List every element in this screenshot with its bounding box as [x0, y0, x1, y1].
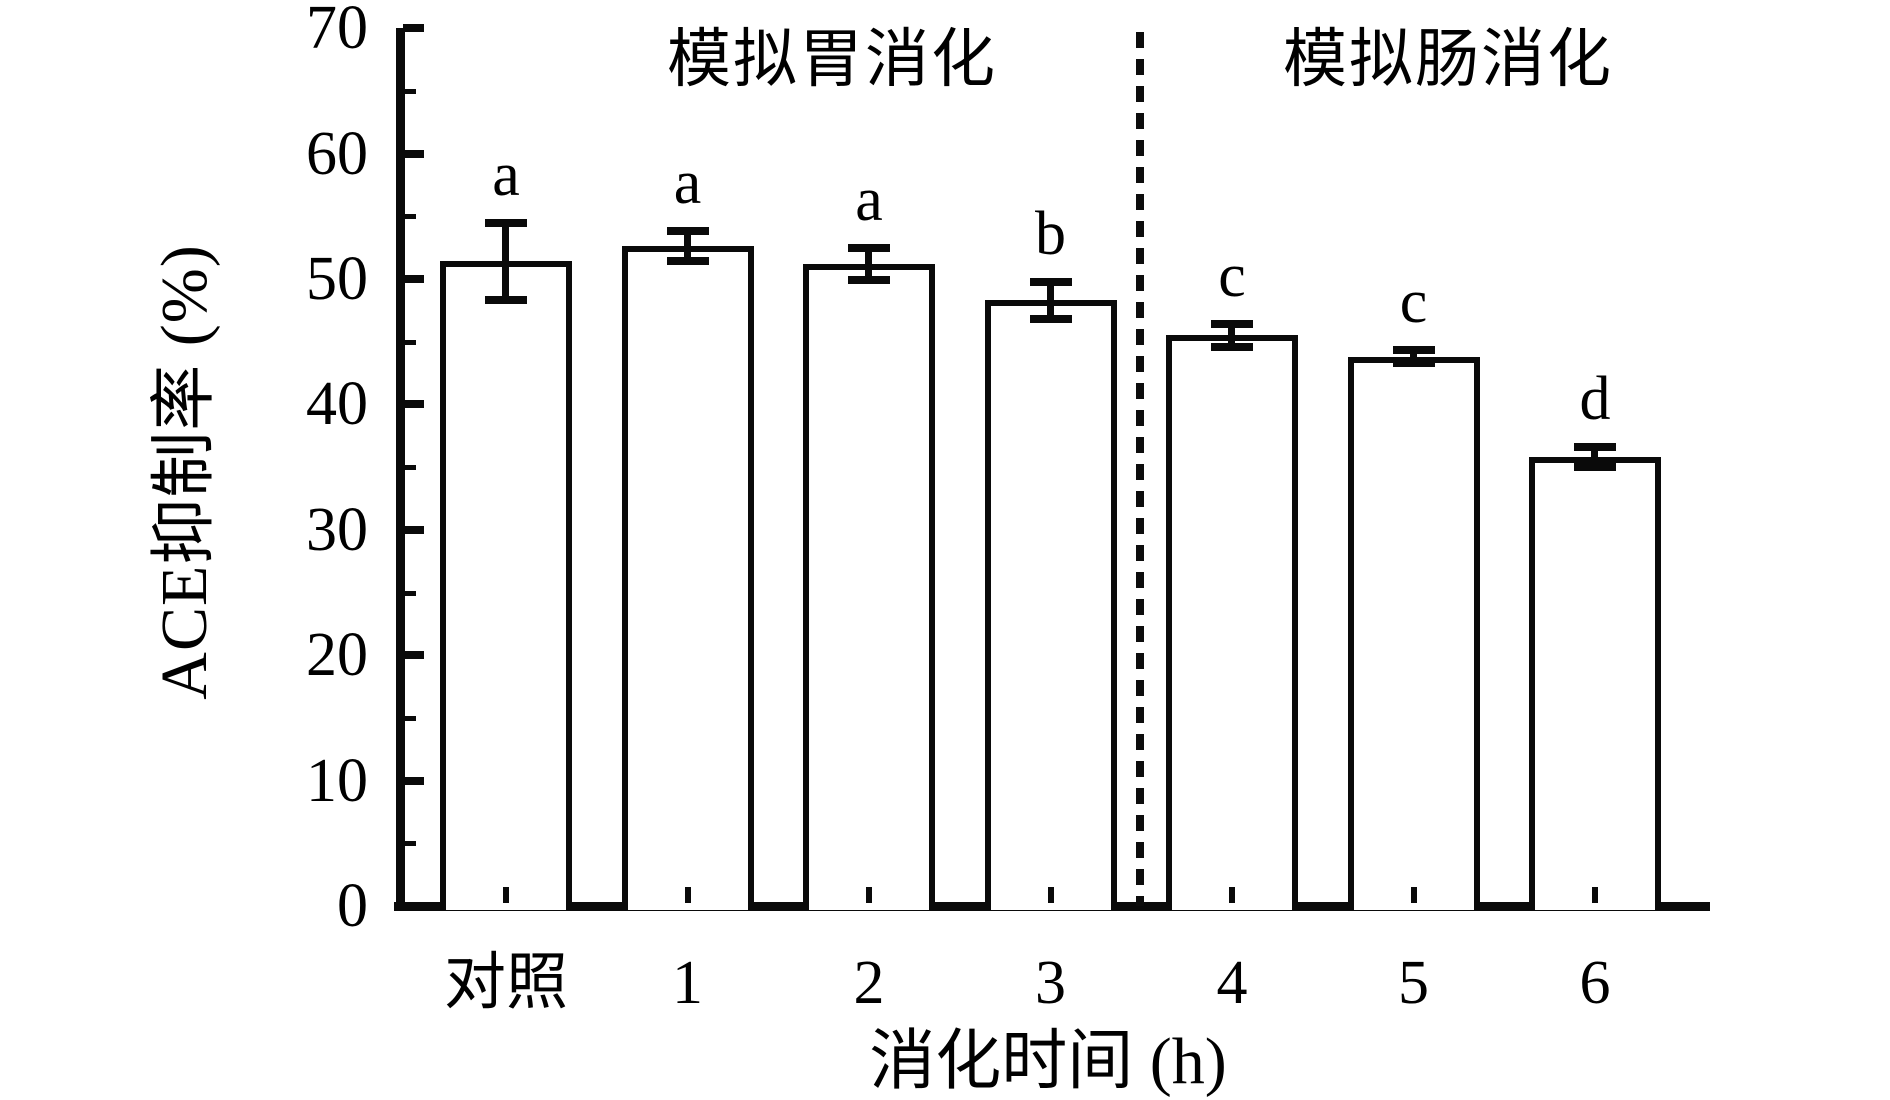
error-bar-line [683, 231, 691, 262]
region-title-intestinal-digestion: 模拟肠消化 [1283, 24, 1613, 95]
error-bar-top-cap [1392, 346, 1435, 355]
error-bar-bottom-cap [485, 296, 527, 305]
y-axis-major-tick [403, 24, 424, 33]
y-axis-minor-tick [403, 88, 416, 94]
y-axis-major-tick [403, 776, 424, 785]
x-axis-tick-label: 2 [853, 949, 885, 1017]
error-bar-line [1409, 350, 1417, 363]
x-axis-tick [1047, 887, 1054, 903]
y-axis-tick-label: 70 [306, 0, 368, 63]
significance-letter: d [1579, 365, 1611, 434]
error-bar-bottom-cap [1574, 463, 1616, 472]
error-bar-bottom-cap [848, 276, 890, 285]
y-axis-major-tick [403, 525, 424, 534]
y-axis-major-tick [403, 902, 424, 910]
region-separator-dashed-line [1136, 32, 1144, 906]
error-bar-top-cap [485, 218, 527, 227]
x-axis-tick-label: 对照 [443, 949, 568, 1017]
y-axis-major-tick [403, 275, 424, 283]
x-axis-tick-label: 3 [1035, 949, 1066, 1017]
x-axis-tick-label: 1 [672, 949, 703, 1017]
y-axis-tick-label: 10 [306, 746, 368, 815]
y-axis-major-tick [403, 651, 424, 660]
significance-letter: b [1035, 199, 1066, 268]
significance-letter: a [855, 165, 883, 234]
error-bar-line [1046, 281, 1054, 320]
y-axis-tick-label: 30 [306, 495, 368, 564]
error-bar-line [1591, 447, 1598, 468]
y-axis-minor-tick [403, 214, 416, 220]
y-axis-minor-tick [403, 339, 416, 345]
bar-5 [1347, 356, 1480, 910]
significance-letter: a [673, 149, 702, 218]
significance-letter: a [492, 140, 520, 209]
error-bar-line [1228, 324, 1235, 347]
error-bar-line [865, 247, 872, 281]
y-axis-minor-tick [403, 715, 416, 721]
y-axis-tick-label: 50 [306, 245, 368, 313]
error-bar-top-cap [848, 243, 890, 252]
x-axis-tick-label: 5 [1398, 949, 1429, 1017]
y-axis-tick-label: 0 [337, 872, 368, 940]
y-axis-minor-tick [403, 841, 416, 847]
x-axis-tick-label: 6 [1579, 949, 1611, 1017]
error-bar-top-cap [1211, 320, 1253, 329]
error-bar-top-cap [1029, 277, 1072, 286]
region-title-gastric-digestion: 模拟胃消化 [667, 24, 997, 95]
y-axis-tick-label: 40 [306, 370, 368, 439]
x-axis-tick [866, 887, 872, 903]
y-axis-line [396, 28, 405, 911]
y-axis-tick-label: 60 [306, 119, 368, 188]
bar-3 [984, 300, 1117, 910]
y-axis-minor-tick [403, 590, 416, 596]
bar-4 [1166, 335, 1298, 910]
x-axis-tick [503, 887, 509, 903]
y-axis-tick-label: 20 [306, 621, 368, 690]
error-bar-top-cap [1574, 443, 1616, 452]
error-bar-bottom-cap [1029, 315, 1072, 324]
bar-6 [1529, 457, 1661, 910]
x-axis-title: 消化时间 (h) [869, 1025, 1227, 1098]
x-axis-tick [1410, 887, 1417, 903]
x-axis-tick [1592, 887, 1598, 903]
error-bar-bottom-cap [1211, 342, 1253, 351]
error-bar-line [502, 222, 509, 301]
x-axis-tick-label: 4 [1216, 949, 1248, 1017]
significance-letter: c [1218, 242, 1246, 311]
x-axis-tick [1229, 887, 1235, 903]
y-axis-minor-tick [403, 465, 416, 471]
x-axis-tick [684, 887, 691, 903]
y-axis-major-tick [403, 149, 424, 158]
error-bar-bottom-cap [1392, 359, 1435, 368]
error-bar-top-cap [666, 227, 709, 236]
error-bar-bottom-cap [666, 257, 709, 266]
y-axis-major-tick [403, 400, 424, 409]
bar-对照 [440, 261, 572, 910]
bar-2 [803, 263, 935, 910]
significance-letter: c [1399, 268, 1428, 337]
bar-1 [621, 246, 754, 910]
